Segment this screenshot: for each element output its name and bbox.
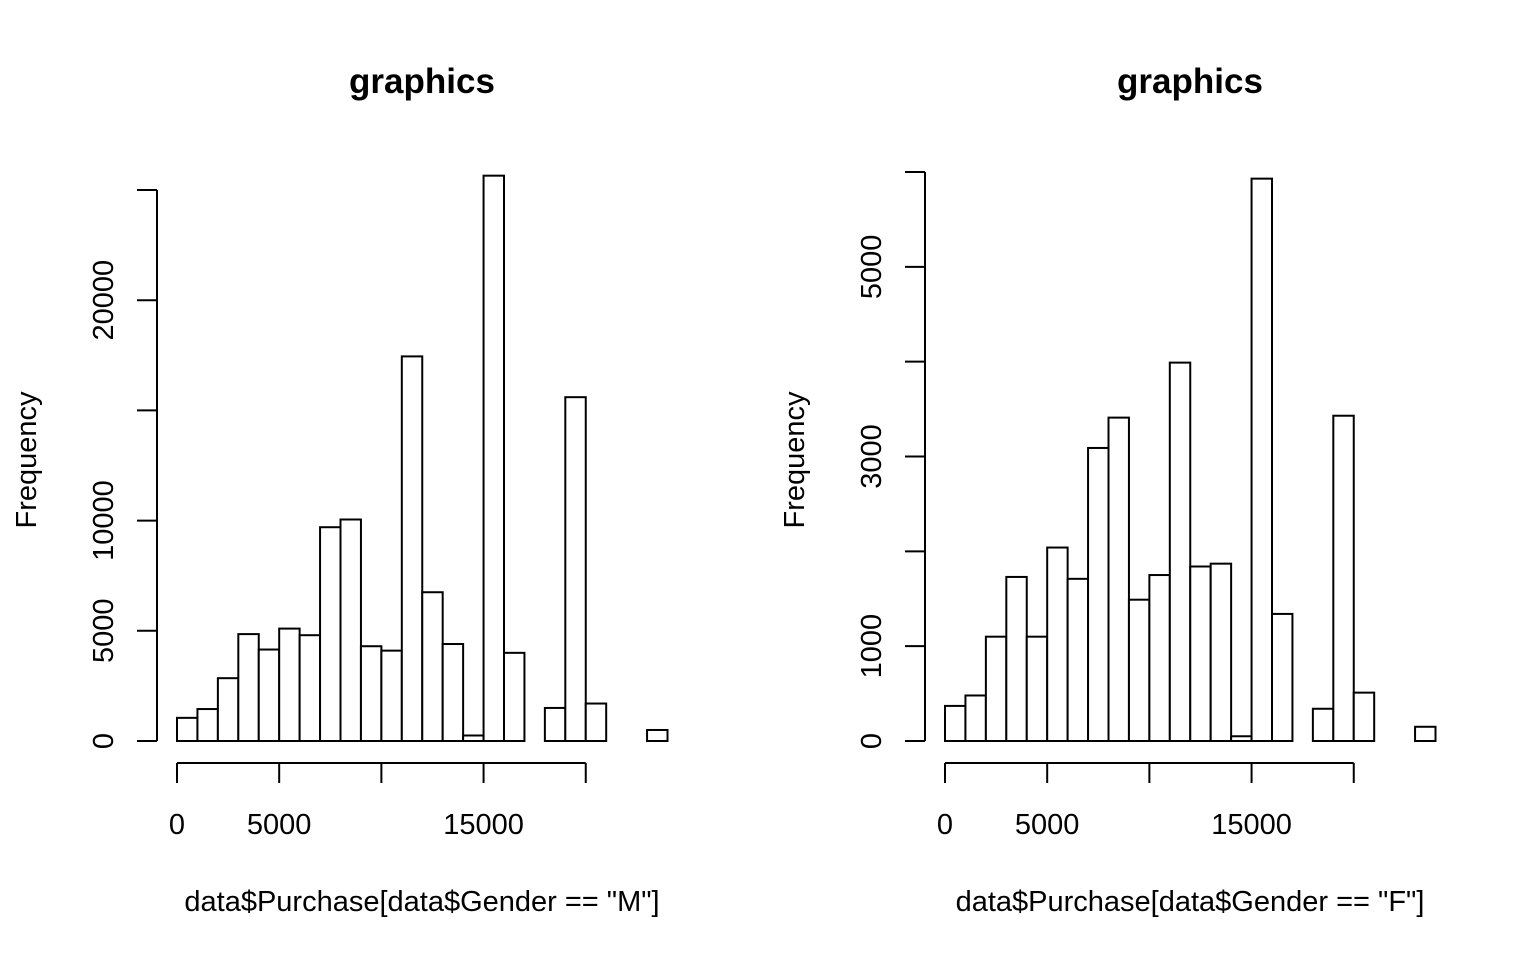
histogram-bar: [1066, 577, 1090, 743]
histogram-bar: [1189, 565, 1212, 742]
histogram-bar: [1250, 177, 1273, 743]
histogram-bar: [1168, 361, 1192, 742]
x-tick-label: 0: [937, 809, 953, 841]
histogram-bar: [278, 627, 301, 743]
histogram-bar: [984, 635, 1008, 743]
x-axis-title: data$Purchase[data$Gender == "F"]: [956, 886, 1425, 918]
histogram-bar: [319, 526, 342, 742]
histogram-bar: [298, 634, 322, 743]
histogram-bar: [543, 706, 567, 743]
y-tick-label: 5000: [856, 235, 888, 300]
histogram-bar: [441, 643, 465, 742]
histogram-bar: [339, 518, 362, 742]
x-tick-label: 5000: [247, 809, 312, 841]
panel-male: graphics Frequency data$Purchase[data$Ge…: [11, 62, 669, 918]
histogram-bar: [196, 708, 219, 742]
histogram-bar: [1046, 546, 1069, 742]
y-tick-label: 0: [856, 733, 888, 749]
x-axis-title: data$Purchase[data$Gender == "M"]: [184, 886, 659, 918]
histogram-bar: [1209, 562, 1233, 743]
x-tick-label: 15000: [1211, 809, 1292, 841]
histogram-bar: [1352, 691, 1376, 743]
histogram-bar: [1414, 725, 1437, 743]
y-tick-label: 3000: [856, 424, 888, 489]
x-tick-label: 0: [169, 809, 185, 841]
histogram-bar: [216, 677, 240, 742]
panel-female: graphics Frequency data$Purchase[data$Ge…: [779, 62, 1437, 918]
y-tick-label: 5000: [88, 599, 120, 664]
y-axis-title: Frequency: [779, 391, 811, 529]
histogram-bar: [944, 704, 967, 743]
histogram-bar: [1271, 612, 1294, 743]
histogram-bar: [1332, 414, 1355, 742]
histogram-bar: [1311, 707, 1335, 742]
histogram-bar: [1148, 574, 1171, 743]
histogram-bar: [400, 355, 424, 742]
histogram-bar: [1087, 446, 1110, 742]
histogram-bar: [646, 728, 669, 742]
histogram-bar: [584, 702, 608, 742]
chart-title: graphics: [1117, 62, 1263, 101]
histogram-bar: [237, 633, 260, 743]
y-axis-title: Frequency: [11, 391, 43, 529]
histogram-bar: [1107, 416, 1130, 742]
histogram-bar: [421, 591, 444, 742]
histogram-bar: [1025, 635, 1049, 743]
histogram-bar: [1127, 598, 1151, 742]
x-tick-label: 5000: [1015, 809, 1080, 841]
histogram-bar: [482, 174, 505, 742]
histogram-bar: [359, 645, 383, 743]
histogram-bar: [564, 396, 587, 742]
histogram-bar: [503, 651, 526, 743]
histogram-bar: [1005, 575, 1028, 743]
histogram-bar: [176, 716, 199, 742]
y-tick-label: 20000: [88, 260, 120, 341]
histogram-bar: [462, 734, 485, 742]
histogram-bar: [964, 694, 987, 742]
y-tick-label: 10000: [88, 480, 120, 561]
histogram-bar: [257, 648, 281, 742]
chart-title: graphics: [349, 62, 495, 101]
y-tick-label: 0: [88, 733, 120, 749]
y-tick-label: 1000: [856, 614, 888, 679]
histogram-bar: [380, 649, 403, 742]
x-tick-label: 15000: [443, 809, 524, 841]
histogram-bar: [1230, 735, 1253, 743]
